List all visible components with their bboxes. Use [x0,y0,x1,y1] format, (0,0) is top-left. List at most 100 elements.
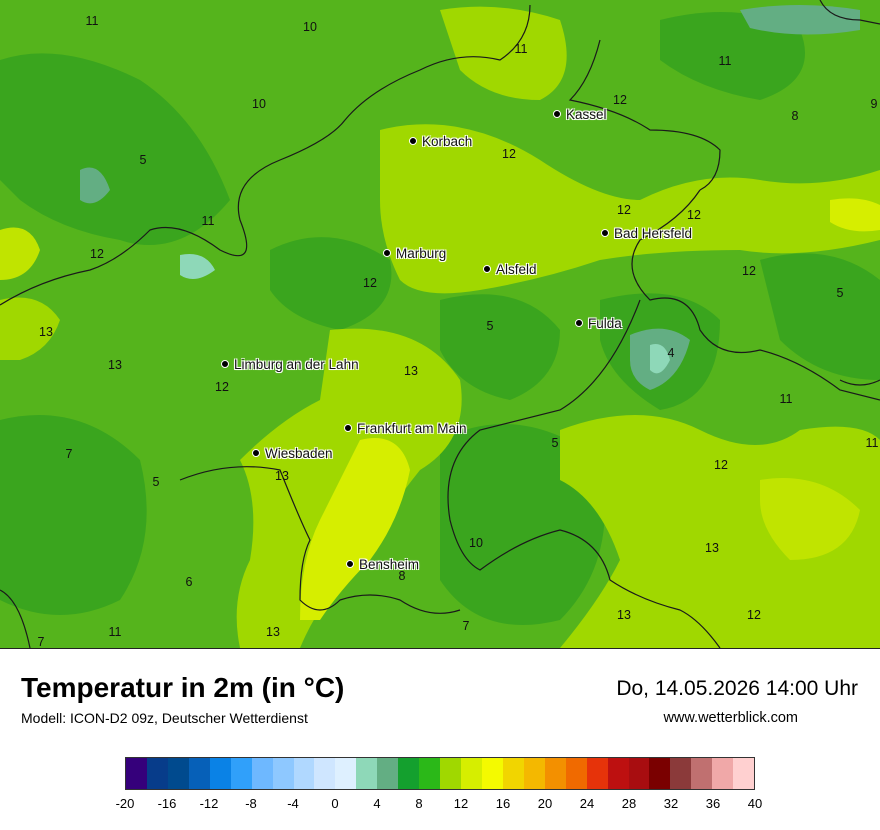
legend-tick-label: -4 [287,796,299,811]
city-dot-icon [553,110,561,119]
temperature-value: 11 [108,625,122,639]
legend-swatch [188,758,210,789]
temperature-value: 10 [469,536,483,550]
city-name: Limburg an der Lahn [234,357,359,372]
city-name: Bad Hersfeld [614,226,693,241]
temperature-value: 11 [779,392,793,406]
legend-swatch [607,758,629,789]
city-dot-icon [221,360,229,369]
temperature-value: 10 [252,97,266,111]
city-name: Korbach [422,134,473,149]
city-marker: Bensheim [346,557,419,572]
legend-swatch [628,758,650,789]
temperature-value: 13 [404,364,418,378]
temperature-value: 13 [39,325,53,339]
temperature-value: 12 [747,608,761,622]
website-link[interactable]: www.wetterblick.com [663,710,798,726]
temperature-value: 7 [462,619,470,633]
legend-swatch [670,758,692,789]
temperature-value: 11 [865,436,879,450]
legend-tick-label: 20 [537,796,553,811]
city-marker: Marburg [383,246,446,261]
city-name: Wiesbaden [265,446,333,461]
city-marker: Korbach [409,134,472,149]
legend-swatch [461,758,482,789]
temperature-value: 9 [870,97,878,111]
legend-tick-label: 40 [747,796,763,811]
city-name: Kassel [566,107,607,122]
temperature-value: 11 [718,54,732,68]
temperature-value: 5 [836,286,844,300]
legend-tick-label: 28 [621,796,637,811]
legend-swatch [126,758,147,789]
legend-tick-label: -8 [245,796,257,811]
city-marker: Fulda [575,316,622,331]
temperature-value: 10 [303,20,317,34]
temperature-value: 12 [363,276,377,290]
legend-tick-label: 4 [373,796,381,811]
temperature-value: 12 [90,247,104,261]
forecast-datetime: Do, 14.05.2026 14:00 Uhr [616,677,858,700]
chart-title: Temperatur in 2m (in °C) [21,672,345,703]
temperature-value: 7 [65,447,73,461]
city-marker: Alsfeld [483,262,537,277]
city-marker: Limburg an der Lahn [221,357,359,372]
legend-swatch [544,758,566,789]
temperature-value: 12 [613,93,627,107]
city-name: Bensheim [359,557,420,572]
legend-swatch [565,758,587,789]
legend-swatch [440,758,461,789]
legend-tick-label: 36 [705,796,721,811]
legend-swatch [502,758,524,789]
temperature-value: 13 [617,608,631,622]
city-dot-icon [601,229,609,238]
legend-swatch [523,758,545,789]
legend-swatch [733,758,755,789]
city-name: Frankfurt am Main [357,421,467,436]
temperature-value: 12 [617,203,631,217]
temperature-value: 12 [687,208,701,222]
city-marker: Wiesbaden [252,446,333,461]
temperature-value: 6 [185,575,193,589]
legend-swatch [167,758,189,789]
city-dot-icon [483,265,491,274]
temperature-value: 8 [791,109,799,123]
legend-swatch [356,758,378,789]
legend-swatch [419,758,441,789]
city-marker: Kassel [553,107,607,122]
city-marker: Bad Hersfeld [601,226,692,241]
temperature-value: 8 [398,569,406,583]
temperature-value: 13 [705,541,719,555]
legend-swatch [314,758,336,789]
legend-swatch [272,758,294,789]
legend-swatch [335,758,357,789]
city-dot-icon [409,137,417,146]
legend-swatch [586,758,608,789]
legend-tick-label: -12 [199,796,219,811]
legend-swatch [691,758,713,789]
city-name: Alsfeld [496,262,537,277]
legend-swatch [481,758,503,789]
city-name: Marburg [396,246,447,261]
temperature-value: 12 [502,147,516,161]
legend-swatch [209,758,231,789]
temperature-value: 5 [486,319,494,333]
city-dot-icon [575,319,583,328]
legend-swatch [251,758,273,789]
model-source: Modell: ICON-D2 09z, Deutscher Wetterdie… [21,710,308,726]
temperature-value: 5 [551,436,559,450]
legend-tick-label: 0 [331,796,339,811]
color-legend-ticks: -20 -16 -12 -8 -4 0 4 8 12 16 20 24 28 32 36 40 [0,796,880,814]
temperature-value: 12 [714,458,728,472]
legend-swatch [377,758,399,789]
temperature-field [0,0,880,648]
legend-tick-label: 8 [415,796,423,811]
temperature-value: 12 [215,380,229,394]
temperature-value: 5 [152,475,160,489]
city-dot-icon [383,249,391,258]
legend-swatch [398,758,420,789]
temperature-value: 5 [139,153,147,167]
city-dot-icon [346,560,354,569]
city-dot-icon [344,424,352,433]
color-legend-bar [125,757,755,790]
